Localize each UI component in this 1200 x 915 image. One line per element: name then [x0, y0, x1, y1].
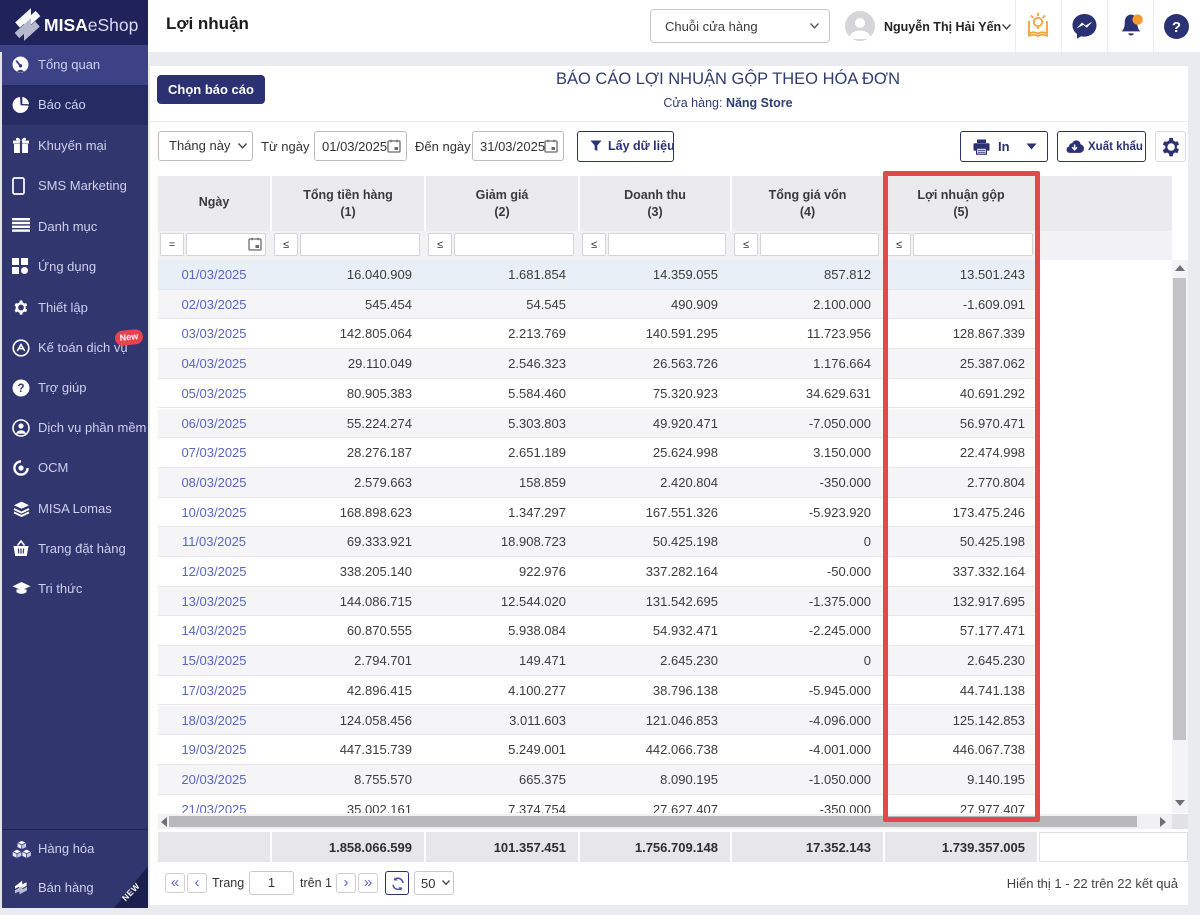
svg-text:?: ? — [1172, 19, 1181, 36]
svg-text:?: ? — [17, 383, 24, 395]
